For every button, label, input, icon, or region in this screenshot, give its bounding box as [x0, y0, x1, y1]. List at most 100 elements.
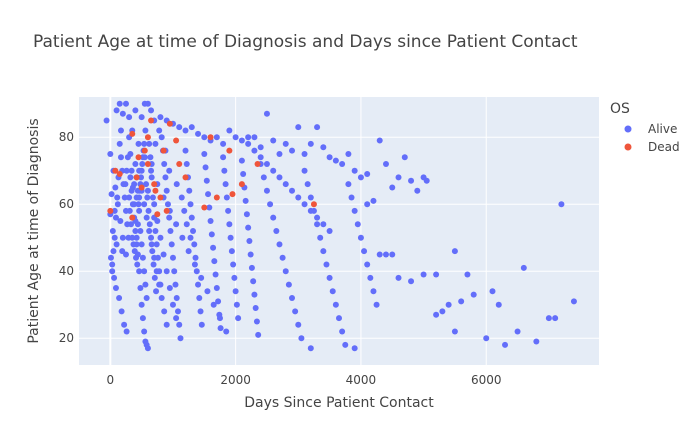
data-point-alive — [276, 174, 283, 181]
data-point-alive — [364, 261, 371, 268]
data-point-dead — [129, 214, 136, 221]
data-point-alive — [136, 268, 143, 275]
data-point-alive — [354, 221, 361, 228]
data-point-alive — [158, 295, 165, 301]
data-point-alive — [205, 191, 212, 198]
data-point-alive — [128, 187, 135, 194]
data-point-alive — [320, 248, 327, 255]
data-point-alive — [143, 295, 150, 301]
data-point-alive — [301, 167, 308, 174]
data-point-alive — [533, 338, 540, 345]
data-point-alive — [143, 181, 150, 188]
data-point-alive — [173, 315, 180, 322]
data-point-alive — [320, 221, 327, 228]
data-point-alive — [128, 167, 135, 174]
data-point-alive — [307, 140, 314, 147]
data-point-dead — [141, 147, 148, 154]
data-point-alive — [124, 154, 131, 161]
data-point-alive — [126, 194, 133, 201]
data-point-alive — [151, 201, 158, 208]
data-point-alive — [223, 328, 230, 335]
data-point-alive — [314, 214, 321, 221]
data-point-alive — [138, 301, 145, 308]
data-point-alive — [188, 124, 195, 131]
data-point-alive — [154, 217, 161, 224]
data-point-alive — [149, 248, 156, 255]
data-point-alive — [238, 157, 245, 164]
data-point-alive — [408, 278, 415, 285]
data-point-alive — [198, 274, 205, 281]
data-point-alive — [245, 224, 252, 231]
data-point-dead — [144, 134, 151, 141]
data-point-alive — [217, 325, 224, 332]
data-point-alive — [382, 161, 389, 167]
data-point-alive — [151, 254, 158, 261]
data-point-alive — [289, 295, 296, 301]
data-point-alive — [179, 234, 186, 241]
data-point-dead — [135, 154, 142, 161]
data-point-alive — [164, 201, 171, 208]
data-point-alive — [121, 194, 128, 201]
data-point-alive — [145, 207, 152, 214]
data-point-alive — [263, 187, 270, 194]
data-point-alive — [545, 315, 552, 322]
data-point-alive — [351, 207, 358, 214]
data-point-alive — [458, 298, 465, 305]
data-point-alive — [270, 214, 277, 221]
data-point-dead — [154, 211, 161, 218]
y-tick-label: 60 — [59, 197, 74, 211]
data-point-alive — [141, 328, 148, 335]
data-point-alive — [153, 268, 160, 275]
data-point-alive — [364, 171, 371, 178]
data-point-alive — [282, 140, 289, 147]
legend-label-alive[interactable]: Alive — [648, 122, 677, 136]
data-point-alive — [144, 187, 151, 194]
data-point-alive — [116, 100, 123, 107]
data-point-dead — [138, 184, 145, 191]
data-point-dead — [201, 204, 208, 211]
data-point-alive — [111, 274, 118, 281]
data-point-alive — [119, 110, 126, 117]
data-point-alive — [373, 301, 380, 308]
data-point-alive — [483, 335, 490, 342]
data-point-dead — [152, 187, 159, 194]
data-point-alive — [570, 298, 577, 305]
data-point-dead — [116, 171, 123, 178]
data-point-alive — [470, 291, 477, 298]
data-point-alive — [111, 234, 118, 241]
data-point-alive — [167, 228, 174, 234]
data-point-alive — [110, 248, 117, 255]
data-point-alive — [156, 281, 163, 288]
data-point-alive — [233, 301, 240, 308]
data-point-alive — [191, 261, 198, 268]
data-point-alive — [187, 234, 194, 241]
data-point-alive — [114, 194, 121, 201]
data-point-alive — [138, 241, 145, 248]
grid-lines — [79, 97, 599, 365]
data-point-alive — [206, 204, 213, 211]
data-point-alive — [103, 117, 110, 124]
legend: OS Alive Dead — [610, 101, 680, 154]
data-point-alive — [226, 221, 233, 228]
data-point-alive — [137, 228, 144, 234]
data-point-alive — [119, 234, 126, 241]
legend-marker-dead — [624, 143, 632, 151]
data-point-alive — [552, 315, 559, 322]
data-point-alive — [149, 194, 156, 201]
data-point-alive — [112, 284, 119, 291]
x-axis-title: Days Since Patient Contact — [244, 395, 434, 411]
legend-label-dead[interactable]: Dead — [648, 140, 680, 154]
data-point-alive — [451, 248, 458, 255]
data-point-alive — [314, 124, 321, 131]
data-point-alive — [116, 140, 123, 147]
data-point-alive — [157, 234, 164, 241]
data-point-alive — [558, 201, 565, 208]
data-point-alive — [121, 321, 128, 328]
data-point-alive — [132, 107, 139, 114]
data-point-alive — [370, 288, 377, 295]
data-point-alive — [215, 298, 222, 305]
data-point-alive — [351, 167, 358, 174]
data-point-alive — [171, 268, 178, 275]
data-point-alive — [132, 228, 139, 234]
data-point-alive — [257, 154, 264, 161]
